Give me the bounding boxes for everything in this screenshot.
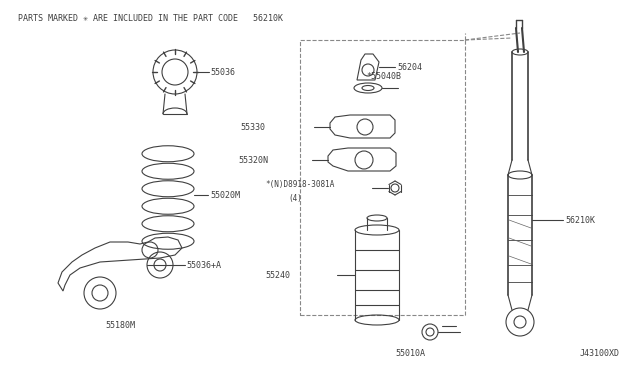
Text: 55330: 55330 xyxy=(240,122,265,131)
Text: PARTS MARKED ✳ ARE INCLUDED IN THE PART CODE   56210K: PARTS MARKED ✳ ARE INCLUDED IN THE PART … xyxy=(18,14,283,23)
Text: J43100XD: J43100XD xyxy=(580,349,620,358)
Text: 55036+A: 55036+A xyxy=(186,260,221,269)
Text: 55180M: 55180M xyxy=(105,321,135,330)
Text: *(N)D8918-3081A: *(N)D8918-3081A xyxy=(265,180,334,189)
Text: 56210K: 56210K xyxy=(565,215,595,224)
Text: 55020M: 55020M xyxy=(210,190,240,199)
Text: 55036: 55036 xyxy=(210,67,235,77)
Text: 56204: 56204 xyxy=(397,62,422,71)
Text: 55010A: 55010A xyxy=(395,350,425,359)
Text: (4): (4) xyxy=(288,193,302,202)
Text: *55040B: *55040B xyxy=(366,71,401,80)
Bar xyxy=(300,40,465,315)
Text: 55240: 55240 xyxy=(265,270,290,279)
Text: 55320N: 55320N xyxy=(238,155,268,164)
